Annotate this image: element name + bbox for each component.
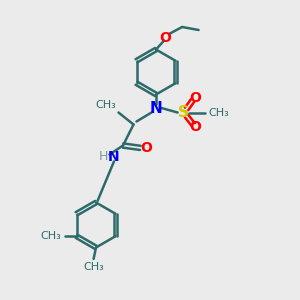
Text: N: N (108, 150, 120, 164)
Text: H: H (99, 150, 108, 164)
Text: O: O (160, 31, 172, 44)
Text: O: O (190, 120, 202, 134)
Text: CH₃: CH₃ (208, 107, 229, 118)
Text: S: S (178, 105, 188, 120)
Text: O: O (140, 141, 152, 155)
Text: N: N (150, 100, 162, 116)
Text: CH₃: CH₃ (95, 100, 116, 110)
Text: CH₃: CH₃ (83, 262, 104, 272)
Text: CH₃: CH₃ (40, 231, 61, 241)
Text: O: O (189, 91, 201, 105)
